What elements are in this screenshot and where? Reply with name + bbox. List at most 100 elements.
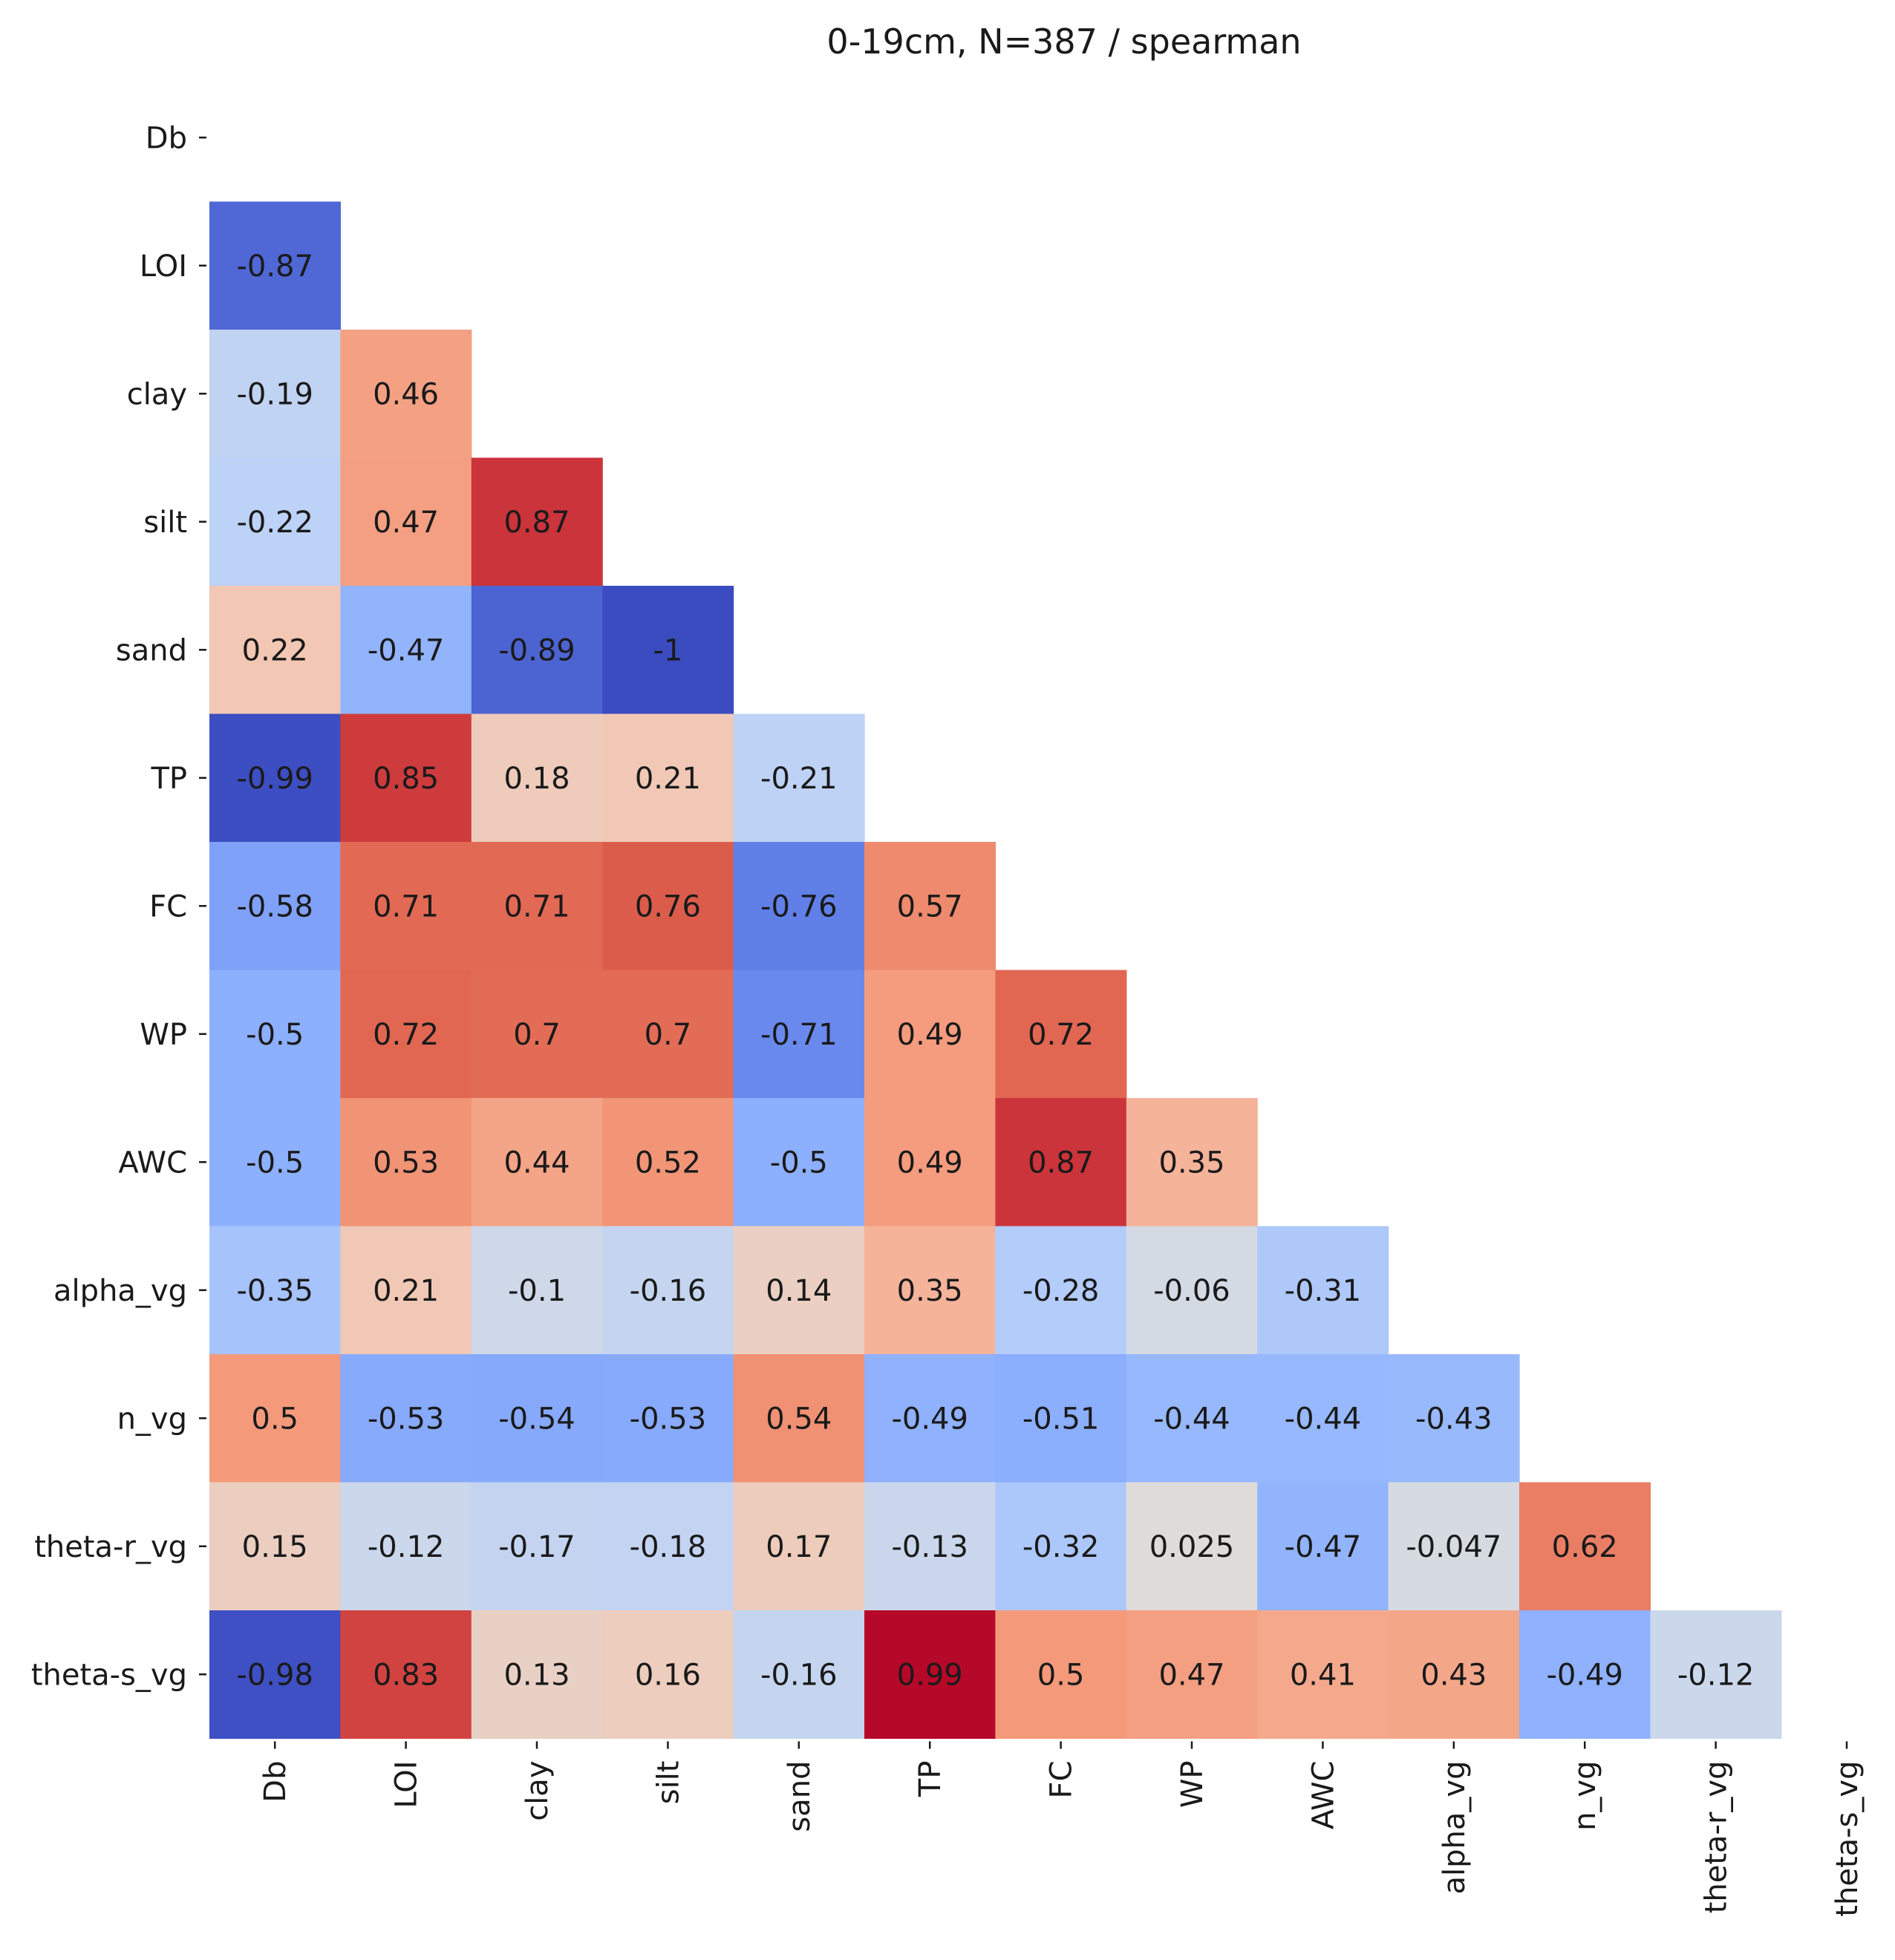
cell-value-theta-s_vg-LOI: 0.83: [373, 1658, 439, 1692]
cell-value-theta-r_vg-TP: -0.13: [891, 1530, 968, 1564]
heatmap-cell-WP-silt: [602, 970, 734, 1099]
heatmap-cell-sand-clay: [471, 586, 603, 715]
cell-value-theta-r_vg-Db: 0.15: [242, 1530, 308, 1564]
heatmap-cell-WP-FC: [995, 970, 1127, 1099]
heatmap-cell-sand-LOI: [340, 586, 472, 715]
heatmap-cell-alpha_vg-clay: [471, 1226, 603, 1355]
heatmap-cell-silt-LOI: [340, 457, 472, 587]
cell-value-alpha_vg-silt: -0.16: [630, 1274, 707, 1308]
heatmap-cell-theta-r_vg-WP: [1126, 1482, 1258, 1611]
heatmap-cell-theta-s_vg-FC: [995, 1610, 1127, 1740]
heatmap-cell-FC-sand: [733, 842, 865, 971]
cell-value-FC-Db: -0.58: [236, 889, 313, 924]
cell-value-theta-r_vg-alpha_vg: -0.047: [1406, 1530, 1501, 1564]
heatmap-cell-AWC-Db: [209, 1098, 341, 1227]
heatmap-cell-alpha_vg-AWC: [1257, 1226, 1389, 1355]
heatmap-cell-n_vg-AWC: [1257, 1354, 1389, 1483]
cell-value-theta-r_vg-n_vg: 0.62: [1552, 1530, 1618, 1564]
heatmap-cell-n_vg-silt: [602, 1354, 734, 1483]
heatmap-cell-n_vg-clay: [471, 1354, 603, 1483]
x-tick-label-silt: silt: [651, 1761, 685, 1805]
heatmap-cell-theta-r_vg-FC: [995, 1482, 1127, 1611]
cell-value-FC-TP: 0.57: [897, 889, 963, 924]
heatmap-cell-alpha_vg-silt: [602, 1226, 734, 1355]
heatmap-cell-alpha_vg-WP: [1126, 1226, 1258, 1355]
heatmap-cell-FC-TP: [864, 842, 996, 971]
cell-value-alpha_vg-Db: -0.35: [236, 1274, 313, 1308]
heatmap-cell-silt-Db: [209, 457, 341, 587]
x-tick-label-FC: FC: [1045, 1761, 1079, 1799]
heatmap-cell-n_vg-WP: [1126, 1354, 1258, 1483]
heatmap-cell-AWC-sand: [733, 1098, 865, 1227]
heatmap-cell-WP-clay: [471, 970, 603, 1099]
cell-value-FC-LOI: 0.71: [373, 889, 439, 924]
heatmap-cell-theta-s_vg-silt: [602, 1610, 734, 1740]
cell-value-AWC-WP: 0.35: [1158, 1146, 1224, 1180]
y-tick-label-TP: TP: [150, 762, 187, 796]
x-tick-label-Db: Db: [258, 1761, 293, 1803]
cell-value-WP-LOI: 0.72: [373, 1018, 439, 1052]
heatmap-cell-n_vg-Db: [209, 1354, 341, 1483]
heatmap-cell-theta-r_vg-clay: [471, 1482, 603, 1611]
cell-value-theta-r_vg-FC: -0.32: [1022, 1530, 1100, 1564]
chart-title: 0-19cm, N=387 / spearman: [826, 22, 1301, 62]
cell-value-AWC-FC: 0.87: [1028, 1146, 1094, 1180]
cell-value-n_vg-TP: -0.49: [891, 1402, 968, 1436]
heatmap-cell-TP-Db: [209, 713, 341, 843]
cell-value-n_vg-WP: -0.44: [1153, 1402, 1230, 1436]
y-tick-label-theta-s_vg: theta-s_vg: [31, 1658, 187, 1692]
heatmap-cell-alpha_vg-TP: [864, 1226, 996, 1355]
cell-value-FC-silt: 0.76: [635, 889, 701, 924]
y-tick-label-Db: Db: [146, 121, 187, 155]
cell-value-alpha_vg-sand: 0.14: [766, 1274, 832, 1308]
x-tick-label-theta-r_vg: theta-r_vg: [1700, 1761, 1734, 1914]
cell-value-n_vg-Db: 0.5: [251, 1402, 299, 1436]
cell-value-n_vg-sand: 0.54: [766, 1402, 832, 1436]
heatmap-cell-theta-s_vg-LOI: [340, 1610, 472, 1740]
heatmap-cell-theta-r_vg-n_vg: [1519, 1482, 1651, 1611]
y-axis-ticks: Db LOI clay silt sand TP FC WP AWC alpha_vg n_vgth…: [31, 121, 206, 1692]
heatmap-cells: [209, 201, 1782, 1740]
heatmap-cell-AWC-LOI: [340, 1098, 472, 1227]
heatmap-cell-alpha_vg-LOI: [340, 1226, 472, 1355]
y-tick-label-sand: sand: [116, 633, 187, 667]
cell-value-theta-s_vg-AWC: 0.41: [1290, 1658, 1356, 1692]
heatmap-cell-theta-r_vg-TP: [864, 1482, 996, 1611]
heatmap-cell-FC-silt: [602, 842, 734, 971]
cell-value-sand-LOI: -0.47: [368, 633, 445, 667]
heatmap-cell-theta-s_vg-clay: [471, 1610, 603, 1740]
cell-value-sand-Db: 0.22: [242, 633, 308, 667]
heatmap-cell-n_vg-FC: [995, 1354, 1127, 1483]
cell-value-theta-r_vg-silt: -0.18: [630, 1530, 707, 1564]
heatmap-cell-FC-LOI: [340, 842, 472, 971]
heatmap-cell-WP-Db: [209, 970, 341, 1099]
cell-value-FC-sand: -0.76: [760, 889, 838, 924]
heatmap-cell-n_vg-alpha_vg: [1388, 1354, 1520, 1483]
cell-value-theta-s_vg-alpha_vg: 0.43: [1421, 1658, 1487, 1692]
cell-value-n_vg-silt: -0.53: [630, 1402, 707, 1436]
heatmap-cell-TP-sand: [733, 713, 865, 843]
cell-value-alpha_vg-FC: -0.28: [1022, 1274, 1100, 1308]
heatmap-cell-theta-s_vg-AWC: [1257, 1610, 1389, 1740]
cell-value-theta-s_vg-clay: 0.13: [503, 1658, 570, 1692]
cell-value-AWC-TP: 0.49: [897, 1146, 963, 1180]
cell-value-theta-s_vg-n_vg: -0.49: [1546, 1658, 1623, 1692]
cell-value-alpha_vg-AWC: -0.31: [1285, 1274, 1362, 1308]
cell-value-theta-s_vg-sand: -0.16: [760, 1658, 838, 1692]
cell-value-theta-r_vg-LOI: -0.12: [368, 1530, 445, 1564]
heatmap-cell-theta-r_vg-Db: [209, 1482, 341, 1611]
y-tick-label-FC: FC: [149, 889, 187, 924]
cell-value-AWC-clay: 0.44: [503, 1146, 570, 1180]
cell-value-n_vg-AWC: -0.44: [1285, 1402, 1362, 1436]
y-tick-label-WP: WP: [140, 1018, 187, 1052]
heatmap-cell-FC-Db: [209, 842, 341, 971]
y-tick-label-alpha_vg: alpha_vg: [53, 1274, 187, 1308]
heatmap-cell-AWC-silt: [602, 1098, 734, 1227]
cell-value-sand-clay: -0.89: [498, 633, 575, 667]
heatmap-cell-theta-s_vg-Db: [209, 1610, 341, 1740]
cell-value-alpha_vg-LOI: 0.21: [373, 1274, 439, 1308]
x-tick-label-LOI: LOI: [390, 1761, 424, 1809]
heatmap-cell-alpha_vg-FC: [995, 1226, 1127, 1355]
cell-value-theta-s_vg-FC: 0.5: [1037, 1658, 1085, 1692]
heatmap-cell-LOI-Db: [209, 201, 341, 330]
